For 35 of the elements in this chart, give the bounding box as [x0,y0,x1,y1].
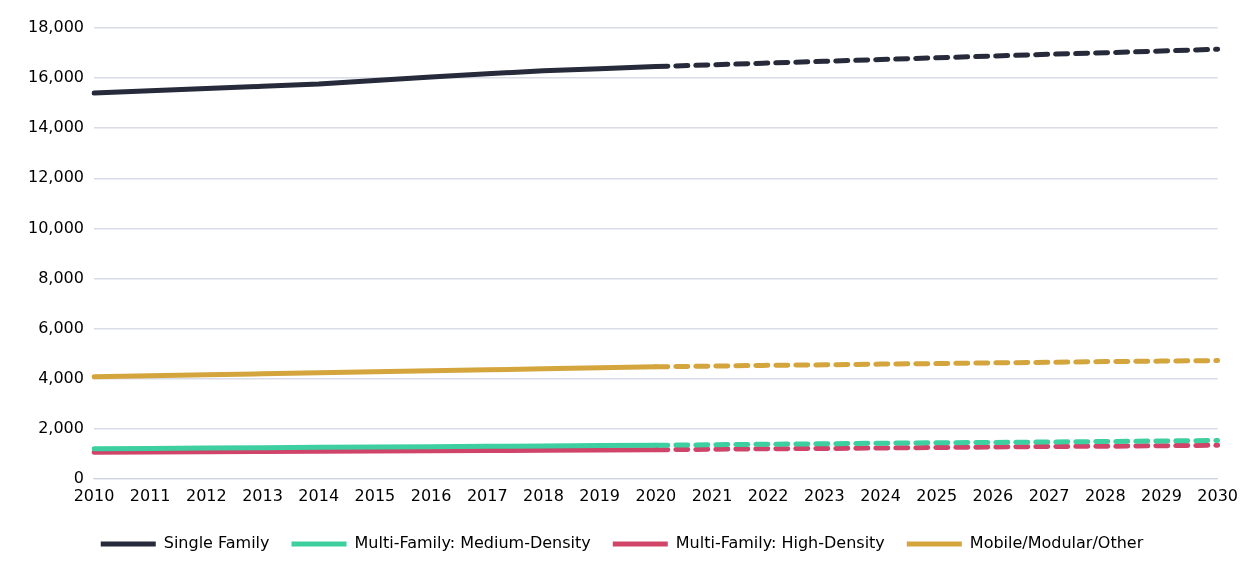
x-tick-label: 2017 [466,485,508,505]
x-tick-label: 2023 [804,485,845,505]
x-tick-label: 2011 [129,485,171,505]
y-tick-label: 2,000 [38,417,84,437]
legend-label: Multi-Family: Medium-Density [354,533,591,553]
x-tick-label: 2024 [860,485,901,505]
x-tick-label: 2019 [579,485,620,505]
y-tick-label: 10,000 [28,217,84,237]
y-tick-label: 18,000 [28,17,84,37]
y-tick-label: 12,000 [28,167,84,187]
x-tick-label: 2022 [747,485,789,505]
x-tick-label: 2029 [1141,485,1182,505]
y-tick-label: 6,000 [38,317,84,337]
y-tick-label: 0 [73,467,84,487]
x-tick-label: 2026 [972,485,1014,505]
x-tick-label: 2018 [523,485,564,505]
y-tick-label: 4,000 [38,367,84,387]
x-tick-label: 2013 [242,485,283,505]
y-tick-label: 16,000 [28,67,84,87]
x-tick-label: 2015 [354,485,396,505]
x-tick-label: 2020 [635,485,677,505]
x-tick-label: 2016 [410,485,452,505]
x-tick-label: 2030 [1197,485,1238,505]
x-tick-label: 2014 [298,485,340,505]
legend-label: Mobile/Modular/Other [969,533,1144,553]
x-tick-label: 2025 [916,485,958,505]
x-tick-label: 2027 [1028,485,1070,505]
legend-label: Multi-Family: High-Density [675,533,885,553]
y-tick-label: 14,000 [28,117,84,137]
x-tick-label: 2021 [691,485,733,505]
y-tick-label: 8,000 [38,267,84,287]
legend-label: Single Family [163,533,270,553]
x-tick-label: 2012 [185,485,227,505]
x-tick-label: 2010 [73,485,115,505]
x-tick-label: 2028 [1084,485,1126,505]
